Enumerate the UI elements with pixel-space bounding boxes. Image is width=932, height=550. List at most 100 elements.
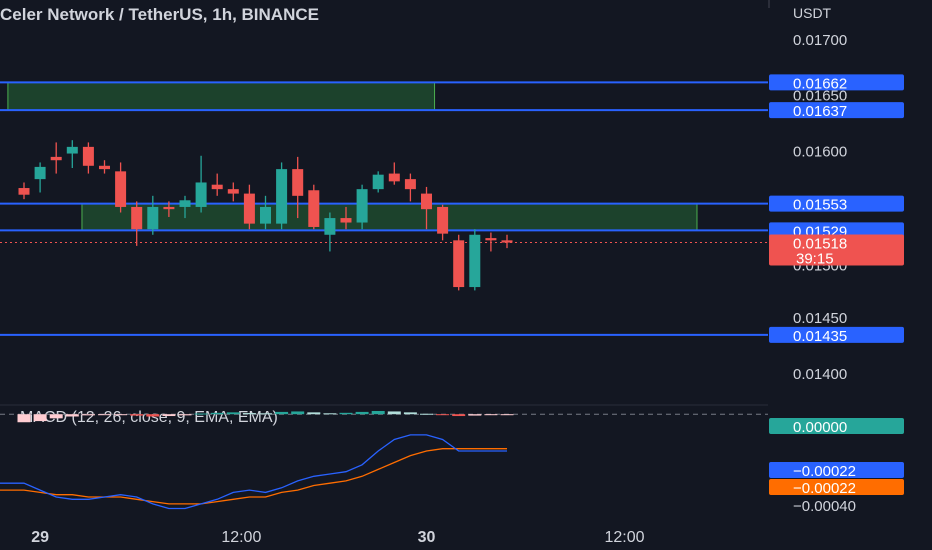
candle[interactable] <box>115 162 127 213</box>
macd-histogram-bar <box>210 412 224 415</box>
candle-body <box>82 146 94 166</box>
candle[interactable] <box>324 212 336 252</box>
macd-histogram-bar <box>355 411 369 415</box>
time-axis-tick-label: 12:00 <box>221 529 261 546</box>
price-axis-tick-label: 0.01400 <box>793 366 847 383</box>
candle[interactable] <box>195 155 207 213</box>
candle-body <box>66 146 78 154</box>
candle[interactable] <box>356 184 368 230</box>
candle-body <box>276 169 288 224</box>
macd-histogram-bar <box>33 414 47 422</box>
price-axis-unit-label: USDT <box>793 5 832 21</box>
macd-histogram-bar <box>259 413 272 415</box>
candle[interactable] <box>501 234 513 249</box>
macd-histogram-bar <box>146 414 160 417</box>
time-axis-tick-label: 29 <box>31 529 49 546</box>
candle[interactable] <box>404 173 416 202</box>
macd-histogram-bar <box>242 413 256 415</box>
candle[interactable] <box>308 184 320 230</box>
level-price-tag-4[interactable] <box>769 326 904 343</box>
price-axis-tick-label: 0.01600 <box>793 143 847 160</box>
macd-histogram-bar <box>323 413 337 415</box>
macd-histogram-bar <box>420 413 433 415</box>
macd-value-tag-label: −0.00022 <box>793 463 856 480</box>
time-axis-tick-label: 12:00 <box>605 529 645 546</box>
macd-histogram-bar <box>81 414 95 416</box>
candle-body <box>469 234 481 288</box>
candle-body <box>437 206 449 234</box>
candle[interactable] <box>211 173 223 196</box>
macd-histogram-bar <box>307 412 321 415</box>
candle[interactable] <box>421 186 432 230</box>
candle[interactable] <box>243 184 255 230</box>
candle[interactable] <box>66 140 78 169</box>
candle-body <box>243 193 255 224</box>
candle[interactable] <box>163 201 175 217</box>
macd-value-tag-2[interactable] <box>769 479 904 495</box>
candle[interactable] <box>34 162 46 193</box>
macd-histogram-bar <box>436 414 450 416</box>
candle-body <box>485 238 497 241</box>
time-axis-tick-label: 30 <box>418 529 436 546</box>
candle[interactable] <box>340 206 352 230</box>
macd-value-tag-0[interactable] <box>769 418 904 434</box>
candle-body <box>388 173 400 182</box>
current-price-tag[interactable] <box>769 234 904 266</box>
candle-body <box>115 171 127 207</box>
candle[interactable] <box>437 204 449 241</box>
candle-body <box>356 189 368 223</box>
macd-histogram-bar <box>98 414 111 416</box>
candle[interactable] <box>82 142 94 174</box>
price-axis-tick-label: 0.01700 <box>793 32 847 49</box>
level-price-tag-2[interactable] <box>769 195 904 212</box>
level-price-tag-3[interactable] <box>769 222 904 239</box>
macd-histogram-bar <box>178 414 192 416</box>
time-axis: 29 12:00 30 12:00 <box>31 529 644 546</box>
chart-header-title: Celer Network / TetherUS, 1h, BINANCE <box>0 5 319 24</box>
candle-body <box>18 188 30 195</box>
candle[interactable] <box>372 171 384 193</box>
candle-body <box>404 179 416 190</box>
candle-body <box>34 166 46 180</box>
candle-body <box>324 218 336 235</box>
macd-histogram-bar <box>65 414 79 417</box>
candle-body <box>99 165 110 170</box>
candle[interactable] <box>388 162 400 185</box>
candle-body <box>179 200 191 207</box>
macd-axis-tick-label: −0.00040 <box>793 498 856 515</box>
candle-body <box>421 193 432 210</box>
macd-value-tag-1[interactable] <box>769 462 904 478</box>
candle-body <box>308 190 320 227</box>
signal-line[interactable] <box>0 448 507 505</box>
candle[interactable] <box>260 195 271 230</box>
main-pane <box>0 0 770 406</box>
candle[interactable] <box>131 201 143 246</box>
candle[interactable] <box>99 160 110 174</box>
candle[interactable] <box>227 182 239 202</box>
candle[interactable] <box>469 229 481 291</box>
level-price-tag-0[interactable] <box>769 74 904 91</box>
candle-body <box>131 206 143 230</box>
candle-body <box>211 184 223 190</box>
price-axis-tick-label: 0.01650 <box>793 88 847 105</box>
level-price-tag-label: 0.01435 <box>793 328 847 345</box>
macd-line[interactable] <box>0 434 507 510</box>
price-axis-tick-label: 0.01450 <box>793 310 847 327</box>
candle-body <box>292 169 304 196</box>
candle-body <box>227 189 239 194</box>
candle[interactable] <box>18 182 30 200</box>
candle[interactable] <box>485 232 497 252</box>
candle[interactable] <box>179 195 191 219</box>
macd-histogram-bar <box>339 412 353 415</box>
candle-body <box>501 240 513 243</box>
level-price-tag-1[interactable] <box>769 102 904 119</box>
candle[interactable] <box>292 156 304 219</box>
candle-body <box>260 206 271 224</box>
macd-histogram-bar <box>371 410 385 415</box>
macd-value-tag-label: 0.00000 <box>793 419 847 436</box>
candle[interactable] <box>453 234 465 291</box>
candle[interactable] <box>147 195 159 235</box>
candle[interactable] <box>50 142 62 174</box>
candle[interactable] <box>276 162 288 230</box>
